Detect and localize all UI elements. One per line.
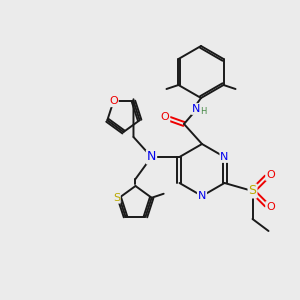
Text: N: N xyxy=(147,151,156,164)
Text: N: N xyxy=(192,104,200,114)
Text: N: N xyxy=(220,152,229,162)
Text: N: N xyxy=(198,191,206,201)
Text: O: O xyxy=(266,170,275,180)
Text: S: S xyxy=(248,184,256,197)
Text: H: H xyxy=(200,107,206,116)
Text: O: O xyxy=(160,112,169,122)
Text: O: O xyxy=(109,96,118,106)
Text: S: S xyxy=(113,193,120,203)
Text: O: O xyxy=(266,202,275,212)
